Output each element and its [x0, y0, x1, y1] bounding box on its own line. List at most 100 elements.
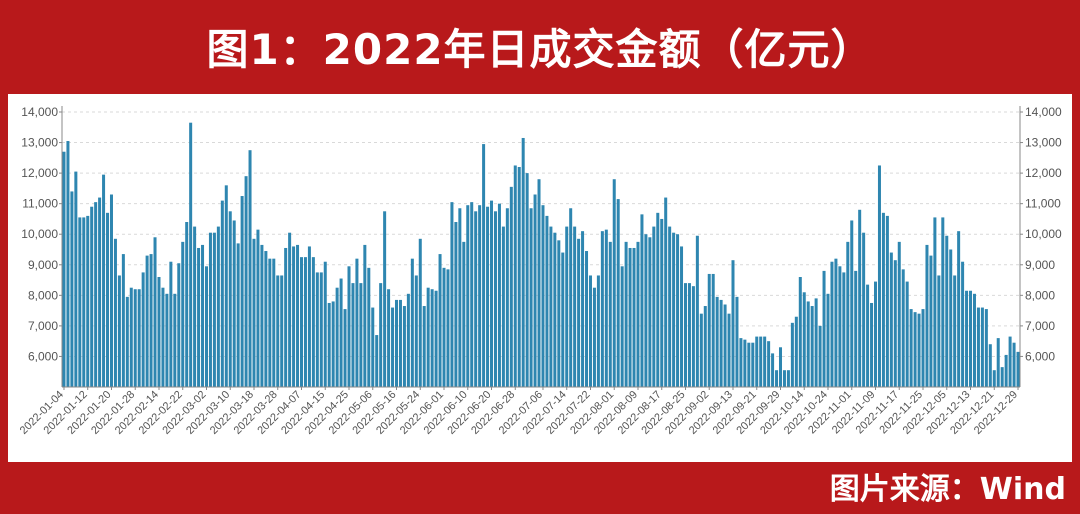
bar	[299, 257, 304, 387]
bar	[707, 273, 711, 387]
bar	[288, 232, 292, 387]
bar	[149, 254, 153, 387]
bar	[70, 191, 74, 387]
bar	[165, 293, 169, 387]
bar	[450, 202, 454, 387]
bar	[395, 299, 399, 387]
bar	[957, 231, 961, 387]
bar	[850, 220, 854, 387]
y-tick-label-left: 11,000	[22, 197, 58, 211]
y-axis-left-labels: 6,000 7,000 8,000 9,000 10,000 11,000 12,000 13…	[21, 105, 58, 363]
bar	[636, 241, 640, 387]
bar	[497, 203, 501, 387]
bar	[94, 202, 98, 387]
bar	[747, 342, 751, 387]
bar	[660, 218, 664, 387]
bar	[842, 272, 846, 387]
bar	[375, 335, 379, 387]
bar	[482, 144, 486, 387]
bar	[988, 344, 992, 387]
bar	[549, 226, 553, 387]
bar	[620, 266, 624, 387]
bar	[272, 258, 276, 387]
bar	[992, 370, 996, 387]
y-tick-label-left: 7,000	[28, 319, 58, 333]
y-tick-label-right: 9,000	[1025, 258, 1055, 272]
bar	[596, 275, 600, 387]
bar	[778, 347, 783, 387]
bar	[672, 232, 676, 387]
bar	[434, 290, 438, 387]
bar	[319, 272, 323, 387]
bar	[193, 226, 197, 387]
bar	[561, 252, 565, 387]
bar	[588, 275, 592, 387]
bar	[232, 220, 236, 387]
bar	[387, 289, 391, 387]
bar	[478, 205, 482, 387]
bar	[224, 185, 228, 387]
bar	[62, 151, 66, 387]
bar	[763, 336, 767, 387]
bar	[715, 296, 719, 387]
bar	[790, 322, 794, 387]
bar	[980, 307, 984, 387]
bar	[755, 336, 759, 387]
bar	[822, 270, 826, 387]
bar	[284, 247, 288, 387]
bar	[877, 165, 881, 387]
bar	[82, 217, 86, 387]
bar	[402, 306, 406, 387]
bar	[106, 212, 110, 387]
bar	[984, 309, 988, 387]
bar	[513, 165, 517, 387]
plot-panel: 6,000 7,000 8,000 9,000 10,000 11,000 12,000 13…	[8, 94, 1072, 462]
bar	[687, 283, 691, 387]
bar	[814, 298, 818, 387]
bar	[881, 212, 885, 387]
bar	[691, 286, 695, 387]
bar	[280, 275, 284, 387]
bar	[493, 211, 497, 387]
bar	[794, 316, 798, 387]
bar	[585, 251, 589, 387]
axes	[59, 106, 1023, 390]
bar	[529, 208, 533, 387]
bar	[656, 212, 660, 387]
bar	[949, 249, 953, 387]
bar	[426, 287, 430, 387]
bar	[525, 173, 529, 387]
bar	[917, 313, 921, 387]
bar	[628, 247, 632, 387]
bar	[545, 215, 549, 387]
bar	[133, 289, 137, 387]
bar	[703, 306, 707, 387]
bar	[264, 251, 268, 387]
bar	[121, 254, 125, 387]
bar	[256, 229, 260, 387]
bar	[735, 296, 739, 387]
bar	[204, 266, 208, 387]
bar	[86, 215, 90, 387]
bar	[189, 122, 193, 387]
bar	[592, 287, 596, 387]
bar	[414, 275, 418, 387]
bar	[640, 214, 644, 387]
bar	[474, 211, 478, 387]
bar	[410, 258, 414, 387]
bar	[383, 211, 387, 387]
bar	[775, 370, 779, 387]
bar	[137, 289, 141, 387]
bar	[406, 293, 410, 387]
bar	[260, 244, 264, 387]
bar	[826, 293, 830, 387]
bar	[125, 296, 129, 387]
bar	[846, 241, 850, 387]
source-note: 图片来源：Wind	[829, 472, 1066, 507]
bar	[600, 231, 604, 387]
bar	[624, 241, 628, 387]
bar	[201, 244, 205, 387]
bar	[727, 313, 731, 387]
bar	[442, 267, 446, 387]
bar	[501, 226, 505, 387]
